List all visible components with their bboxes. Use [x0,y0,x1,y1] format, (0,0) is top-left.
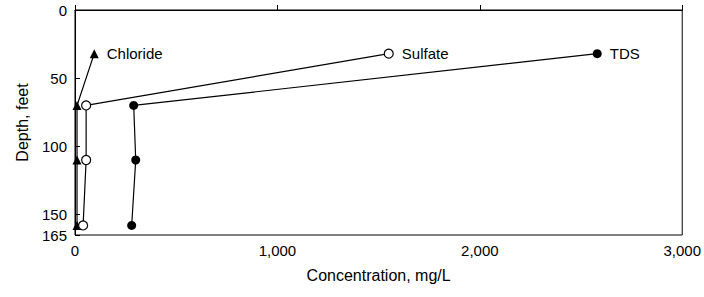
svg-text:3,000: 3,000 [663,242,701,259]
svg-text:TDS: TDS [610,45,640,62]
svg-text:100: 100 [42,138,67,155]
svg-text:0: 0 [71,242,79,259]
svg-text:150: 150 [42,206,67,223]
svg-text:2,000: 2,000 [461,242,499,259]
svg-text:Depth, feet: Depth, feet [14,83,31,162]
svg-text:0: 0 [59,2,67,19]
svg-text:Sulfate: Sulfate [402,45,449,62]
svg-text:50: 50 [50,70,67,87]
svg-text:1,000: 1,000 [259,242,297,259]
svg-text:Concentration, mg/L: Concentration, mg/L [307,267,451,284]
svg-text:Chloride: Chloride [107,45,163,62]
svg-text:165: 165 [42,227,67,244]
